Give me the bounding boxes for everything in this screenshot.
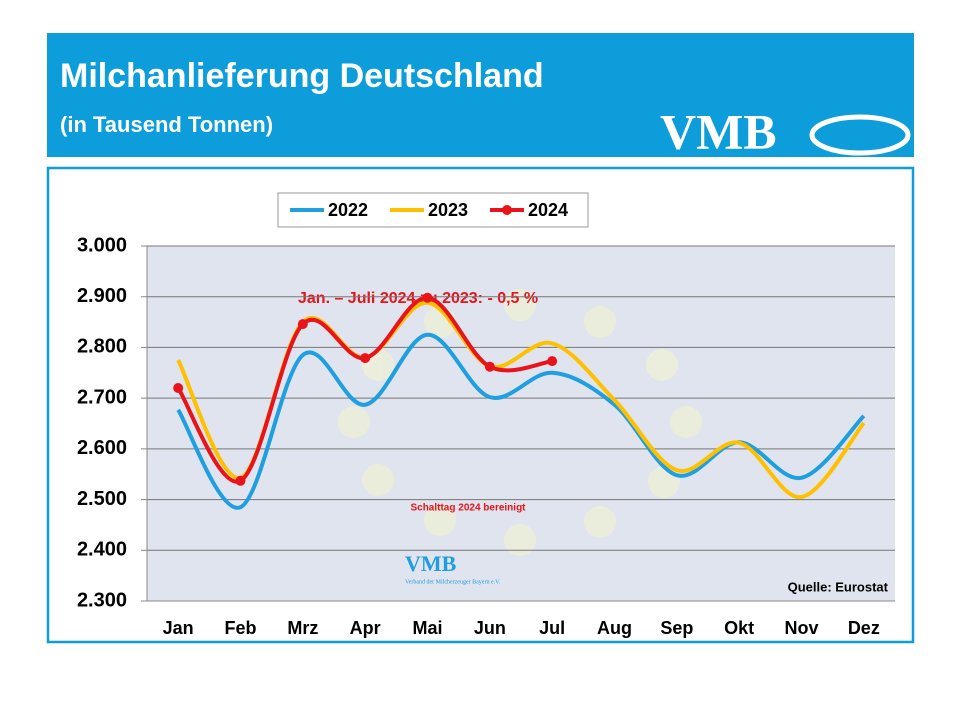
stars [338, 289, 702, 556]
legend-box [277, 192, 589, 228]
x-tick-label: Sep [660, 618, 693, 638]
x-tick-label: Aug [597, 618, 632, 638]
y-tick-label: 2.800 [77, 336, 127, 358]
header-band [47, 33, 914, 157]
y-tick-label: 2.500 [77, 488, 127, 510]
y-tick-label: 2.400 [77, 539, 127, 561]
title: Milchanlieferung Deutschland [60, 57, 544, 95]
legend-point [502, 205, 512, 215]
x-tick-label: Feb [224, 618, 256, 638]
y-tick-label: 2.700 [77, 386, 127, 408]
y-tick-label: 2.300 [77, 589, 127, 611]
x-tick-label: Jul [539, 618, 565, 638]
y-tick-label: 2.600 [77, 437, 127, 459]
point [297, 319, 308, 330]
x-tick-label: Okt [724, 618, 754, 638]
point [173, 383, 184, 393]
x-tick-label: Apr [350, 618, 381, 638]
x-tick-label: Jan [163, 618, 194, 638]
legend-label: 2022 [328, 200, 368, 220]
point [422, 292, 433, 303]
logo-caption: Verband der Milcherzeuger Bayern e.V. [405, 579, 501, 585]
logo-small: VMB [405, 551, 457, 576]
y-tick-label: 2.900 [77, 285, 127, 307]
annotation-note: Schalttag 2024 bereinigt [410, 503, 526, 514]
subtitle: (in Tausend Tonnen) [60, 112, 273, 137]
point [547, 356, 558, 367]
x-tick-label: Jun [474, 618, 506, 638]
point [235, 475, 246, 486]
x-tick-label: Nov [784, 618, 818, 638]
x-tick-label: Mrz [287, 618, 318, 638]
source: Quelle: Eurostat [788, 579, 889, 594]
y-tick-label: 3.000 [77, 234, 127, 256]
logo-swirl [809, 114, 911, 156]
point [360, 353, 371, 364]
legend-label: 2024 [528, 200, 568, 220]
x-tick-label: Dez [848, 618, 880, 638]
point [484, 361, 495, 372]
legend-label: 2023 [428, 200, 468, 220]
logo: VMB [660, 103, 777, 159]
x-tick-label: Mai [412, 618, 442, 638]
